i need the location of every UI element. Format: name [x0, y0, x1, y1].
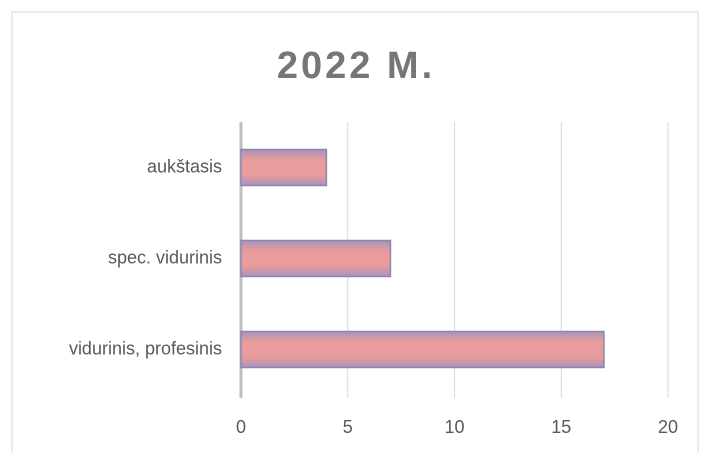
y-tick-label: aukštasis — [147, 156, 222, 176]
x-tick-label: 15 — [551, 417, 571, 437]
bar — [240, 330, 605, 369]
bar — [240, 148, 328, 187]
y-tick-label: spec. vidurinis — [108, 247, 222, 267]
x-tick-label: 10 — [444, 417, 464, 437]
chart-frame — [11, 11, 699, 453]
x-tick-label: 0 — [236, 417, 246, 437]
bar — [240, 239, 392, 278]
x-tick-label: 5 — [343, 417, 353, 437]
chart-title: 2022 M. — [277, 45, 435, 87]
x-tick-label: 20 — [658, 417, 678, 437]
y-tick-label: vidurinis, profesinis — [69, 338, 222, 358]
